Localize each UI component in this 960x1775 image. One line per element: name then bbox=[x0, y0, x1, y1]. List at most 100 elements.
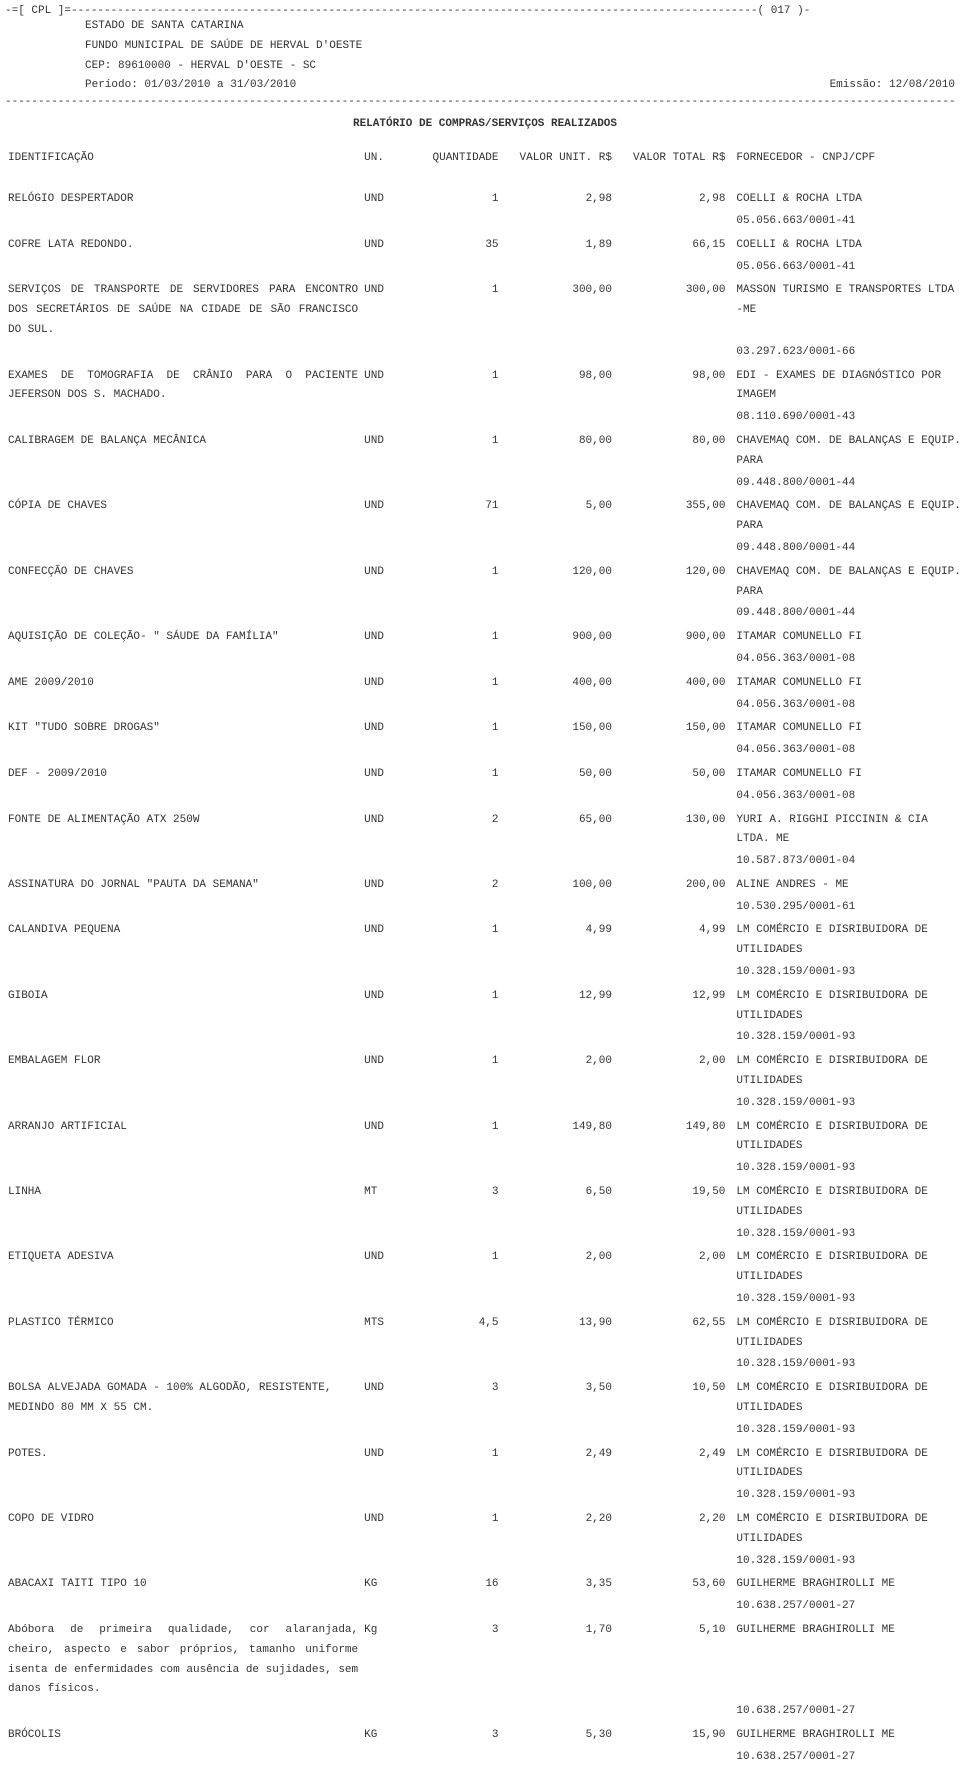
cell-supplier: CHAVEMAQ COM. DE BALANÇAS E EQUIP. PARA bbox=[728, 495, 960, 539]
cell-unit: MTS bbox=[361, 1312, 406, 1356]
cell-quantity: 3 bbox=[406, 1377, 501, 1421]
table-row: ETIQUETA ADESIVAUND12,002,00LM COMÉRCIO … bbox=[5, 1246, 960, 1290]
cell-unit-value: 300,00 bbox=[502, 279, 615, 342]
cell-total-value: 200,00 bbox=[615, 874, 728, 898]
cell-unit: UND bbox=[361, 626, 406, 650]
table-header-row: IDENTIFICAÇÃO UN. QUANTIDADE VALOR UNIT.… bbox=[5, 150, 960, 166]
table-row: ARRANJO ARTIFICIALUND1149,80149,80LM COM… bbox=[5, 1116, 960, 1160]
cell-cnpj: 10.328.159/0001-93 bbox=[728, 963, 960, 985]
table-row: KIT "TUDO SOBRE DROGAS"UND1150,00150,00I… bbox=[5, 717, 960, 741]
table-row-cnpj: 10.328.159/0001-93 bbox=[5, 1159, 960, 1181]
table-row: Abóbora de primeira qualidade, cor alara… bbox=[5, 1619, 960, 1702]
table-row: LINHAMT36,5019,50LM COMÉRCIO E DISRIBUID… bbox=[5, 1181, 960, 1225]
cell-identification: PLASTICO TÉRMICO bbox=[5, 1312, 361, 1356]
cell-identification: AQUISIÇÃO DE COLEÇÃO- " SÁUDE DA FAMÍLIA… bbox=[5, 626, 361, 650]
cell-unit-value: 50,00 bbox=[502, 763, 615, 787]
cell-cnpj: 10.328.159/0001-93 bbox=[728, 1159, 960, 1181]
cell-total-value: 15,90 bbox=[615, 1724, 728, 1748]
cell-supplier: LM COMÉRCIO E DISRIBUIDORA DE UTILIDADES bbox=[728, 1050, 960, 1094]
table-row-cnpj: 05.056.663/0001-41 bbox=[5, 258, 960, 280]
cell-quantity: 1 bbox=[406, 430, 501, 474]
header-periodo: Período: 01/03/2010 a 31/03/2010 bbox=[85, 76, 296, 96]
cell-cnpj: 05.056.663/0001-41 bbox=[728, 258, 960, 280]
cell-unit: UND bbox=[361, 717, 406, 741]
cell-quantity: 1 bbox=[406, 763, 501, 787]
table-row-cnpj: 09.448.800/0001-44 bbox=[5, 539, 960, 561]
cell-cnpj: 09.448.800/0001-44 bbox=[728, 604, 960, 626]
cell-total-value: 66,15 bbox=[615, 234, 728, 258]
table-row-cnpj: 10.587.873/0001-04 bbox=[5, 852, 960, 874]
cell-total-value: 2,98 bbox=[615, 188, 728, 212]
cell-identification: SERVIÇOS DE TRANSPORTE DE SERVIDORES PAR… bbox=[5, 279, 361, 342]
cell-unit: UND bbox=[361, 809, 406, 853]
cell-quantity: 1 bbox=[406, 1050, 501, 1094]
cell-quantity: 1 bbox=[406, 626, 501, 650]
cell-unit-value: 149,80 bbox=[502, 1116, 615, 1160]
cell-supplier: LM COMÉRCIO E DISRIBUIDORA DE UTILIDADES bbox=[728, 1246, 960, 1290]
cell-cnpj: 10.530.295/0001-61 bbox=[728, 898, 960, 920]
col-header-qtd: QUANTIDADE bbox=[406, 150, 501, 166]
table-row-cnpj: 04.056.363/0001-08 bbox=[5, 650, 960, 672]
cell-total-value: 50,00 bbox=[615, 763, 728, 787]
cell-unit: KG bbox=[361, 1724, 406, 1748]
cell-quantity: 71 bbox=[406, 495, 501, 539]
cell-unit-value: 5,30 bbox=[502, 1724, 615, 1748]
cell-supplier: ITAMAR COMUNELLO FI bbox=[728, 763, 960, 787]
cell-unit-value: 2,00 bbox=[502, 1246, 615, 1290]
cell-supplier: LM COMÉRCIO E DISRIBUIDORA DE UTILIDADES bbox=[728, 1508, 960, 1552]
cell-cnpj: 09.448.800/0001-44 bbox=[728, 539, 960, 561]
cell-identification: COFRE LATA REDONDO. bbox=[5, 234, 361, 258]
cell-unit: UND bbox=[361, 763, 406, 787]
table-row: ABACAXI TAITI TIPO 10KG163,3553,60GUILHE… bbox=[5, 1573, 960, 1597]
header-line-1: ESTADO DE SANTA CATARINA bbox=[85, 17, 960, 37]
table-row: CONFECÇÃO DE CHAVESUND1120,00120,00CHAVE… bbox=[5, 561, 960, 605]
table-row-cnpj: 04.056.363/0001-08 bbox=[5, 741, 960, 763]
cell-quantity: 1 bbox=[406, 188, 501, 212]
table-row-cnpj: 10.328.159/0001-93 bbox=[5, 1552, 960, 1574]
cell-identification: POTES. bbox=[5, 1443, 361, 1487]
cell-quantity: 2 bbox=[406, 874, 501, 898]
cell-identification: ABACAXI TAITI TIPO 10 bbox=[5, 1573, 361, 1597]
cell-supplier: MASSON TURISMO E TRANSPORTES LTDA -ME bbox=[728, 279, 960, 342]
cell-cnpj: 04.056.363/0001-08 bbox=[728, 696, 960, 718]
table-row: EXAMES DE TOMOGRAFIA DE CRÂNIO PARA O PA… bbox=[5, 365, 960, 409]
table-row-cnpj: 10.328.159/0001-93 bbox=[5, 1094, 960, 1116]
cell-unit-value: 5,00 bbox=[502, 495, 615, 539]
table-row-cnpj: 10.530.295/0001-61 bbox=[5, 898, 960, 920]
cell-identification: ETIQUETA ADESIVA bbox=[5, 1246, 361, 1290]
cell-cnpj: 10.328.159/0001-93 bbox=[728, 1225, 960, 1247]
table-row-cnpj: 10.328.159/0001-93 bbox=[5, 1225, 960, 1247]
cell-quantity: 4,5 bbox=[406, 1312, 501, 1356]
cell-supplier: GUILHERME BRAGHIROLLI ME bbox=[728, 1619, 960, 1702]
cell-unit-value: 1,89 bbox=[502, 234, 615, 258]
table-row-cnpj: 08.110.690/0001-43 bbox=[5, 408, 960, 430]
cell-unit: UND bbox=[361, 1377, 406, 1421]
table-row-cnpj: 10.328.159/0001-93 bbox=[5, 1290, 960, 1312]
cell-cnpj: 04.056.363/0001-08 bbox=[728, 741, 960, 763]
table-row: COPO DE VIDROUND12,202,20LM COMÉRCIO E D… bbox=[5, 1508, 960, 1552]
table-row-cnpj: 10.638.257/0001-27 bbox=[5, 1597, 960, 1619]
cell-quantity: 35 bbox=[406, 234, 501, 258]
cell-quantity: 1 bbox=[406, 365, 501, 409]
cell-supplier: YURI A. RIGGHI PICCININ & CIA LTDA. ME bbox=[728, 809, 960, 853]
header-line-2: FUNDO MUNICIPAL DE SAÚDE DE HERVAL D'OES… bbox=[85, 37, 960, 57]
cell-cnpj: 10.638.257/0001-27 bbox=[728, 1597, 960, 1619]
cell-supplier: ITAMAR COMUNELLO FI bbox=[728, 717, 960, 741]
col-header-unit: VALOR UNIT. R$ bbox=[502, 150, 615, 166]
cell-total-value: 5,10 bbox=[615, 1619, 728, 1702]
col-header-id: IDENTIFICAÇÃO bbox=[5, 150, 361, 166]
col-header-forn: FORNECEDOR - CNPJ/CPF bbox=[728, 150, 960, 166]
table-row: DEF - 2009/2010UND150,0050,00ITAMAR COMU… bbox=[5, 763, 960, 787]
cell-unit: UND bbox=[361, 430, 406, 474]
cell-quantity: 1 bbox=[406, 1246, 501, 1290]
cell-cnpj: 09.448.800/0001-44 bbox=[728, 474, 960, 496]
cell-quantity: 3 bbox=[406, 1619, 501, 1702]
cell-unit: UND bbox=[361, 561, 406, 605]
cell-quantity: 1 bbox=[406, 1116, 501, 1160]
cell-quantity: 1 bbox=[406, 561, 501, 605]
cell-identification: BOLSA ALVEJADA GOMADA - 100% ALGODÃO, RE… bbox=[5, 1377, 361, 1421]
cell-quantity: 3 bbox=[406, 1724, 501, 1748]
cell-quantity: 1 bbox=[406, 1443, 501, 1487]
table-row-cnpj: 10.328.159/0001-93 bbox=[5, 963, 960, 985]
table-row: AME 2009/2010UND1400,00400,00ITAMAR COMU… bbox=[5, 672, 960, 696]
